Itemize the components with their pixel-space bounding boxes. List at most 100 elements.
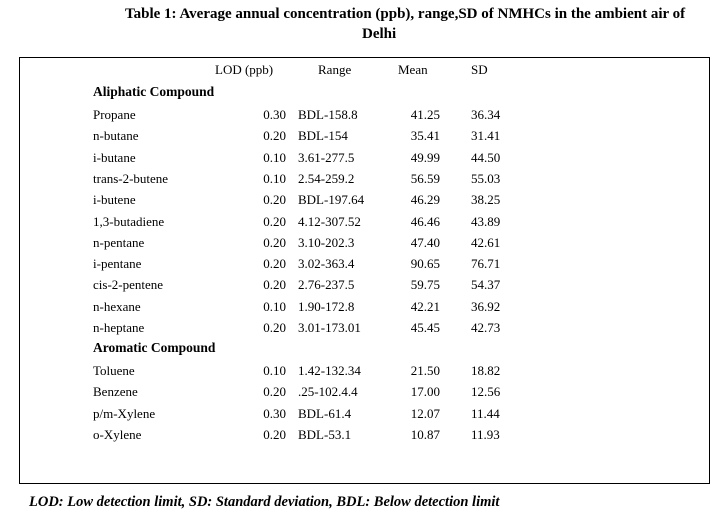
sd-value: 38.25 <box>471 192 501 208</box>
mean-value: 47.40 <box>410 234 440 250</box>
table-row: i-pentane 0.20 3.02-363.4 90.65 76.71 <box>0 253 726 274</box>
range-value: 3.01-173.01 <box>298 320 361 335</box>
range-value: 1.42-132.34 <box>298 363 361 378</box>
mean-value: 35.41 <box>410 128 440 144</box>
sd-value: 44.50 <box>471 149 501 165</box>
mean-value: 46.29 <box>410 192 440 208</box>
lod-value: 0.20 <box>263 128 286 144</box>
lod-value: 0.20 <box>263 277 286 293</box>
mean-value: 12.07 <box>410 405 440 421</box>
header-sd: SD <box>471 62 488 77</box>
sd-value: 76.71 <box>471 256 501 272</box>
footnote: LOD: Low detection limit, SD: Standard d… <box>29 494 500 510</box>
sd-value: 11.93 <box>471 426 500 442</box>
mean-value: 56.59 <box>410 170 440 186</box>
mean-value: 49.99 <box>410 149 440 165</box>
compound-name: p/m-Xylene <box>93 405 156 421</box>
compound-name: n-pentane <box>93 234 145 250</box>
lod-value: 0.20 <box>263 384 286 400</box>
header-lod: LOD (ppb) <box>215 62 274 77</box>
mean-value: 10.87 <box>410 426 440 442</box>
sd-value: 18.82 <box>471 363 501 378</box>
mean-value: 42.21 <box>410 298 440 314</box>
table-row: Propane 0.30 BDL-158.8 41.25 36.34 <box>0 104 726 125</box>
table-row: n-butane 0.20 BDL-154 35.41 31.41 <box>0 125 726 146</box>
range-value: 4.12-307.52 <box>298 213 361 229</box>
table-row: p/m-Xylene 0.30 BDL-61.4 12.07 11.44 <box>0 403 726 424</box>
sd-value: 54.37 <box>471 277 501 293</box>
mean-value: 45.45 <box>410 320 440 335</box>
compound-name: n-hexane <box>93 298 141 314</box>
compound-name: Benzene <box>93 384 138 400</box>
table-row: trans-2-butene 0.10 2.54-259.2 56.59 55.03 <box>0 168 726 189</box>
header-range: Range <box>318 62 352 77</box>
compound-name: Propane <box>93 107 136 122</box>
mean-value: 17.00 <box>410 384 440 400</box>
section-aromatic: Aromatic Compound <box>93 340 216 355</box>
sd-value: 11.44 <box>471 405 500 421</box>
compound-name: trans-2-butene <box>93 170 169 186</box>
range-value: BDL-154 <box>298 128 348 144</box>
table-frame <box>19 57 710 484</box>
lod-value: 0.10 <box>263 149 286 165</box>
range-value: 3.02-363.4 <box>298 256 355 272</box>
range-value: 2.54-259.2 <box>298 170 355 186</box>
range-value: .25-102.4.4 <box>298 384 358 400</box>
mean-value: 46.46 <box>410 213 440 229</box>
range-value: 3.10-202.3 <box>298 234 355 250</box>
lod-value: 0.10 <box>263 298 286 314</box>
compound-name: o-Xylene <box>93 426 142 442</box>
table-row: 1,3-butadiene 0.20 4.12-307.52 46.46 43.89 <box>0 211 726 232</box>
mean-value: 41.25 <box>410 107 440 122</box>
range-value: 1.90-172.8 <box>298 298 355 314</box>
table-title-line1: Table 1: Average annual concentration (p… <box>125 6 686 22</box>
table-row: i-butene 0.20 BDL-197.64 46.29 38.25 <box>0 189 726 210</box>
range-value: BDL-158.8 <box>298 107 358 122</box>
header-mean: Mean <box>398 62 428 77</box>
compound-name: 1,3-butadiene <box>93 213 165 229</box>
table-row: n-pentane 0.20 3.10-202.3 47.40 42.61 <box>0 232 726 253</box>
lod-value: 0.20 <box>263 192 286 208</box>
compound-name: n-heptane <box>93 320 145 335</box>
lod-value: 0.20 <box>263 320 286 335</box>
sd-value: 43.89 <box>471 213 501 229</box>
mean-value: 90.65 <box>410 256 440 272</box>
table-title-line2: Delhi <box>362 26 397 42</box>
compound-name: i-pentane <box>93 256 142 272</box>
sd-value: 31.41 <box>471 128 501 144</box>
sd-value: 55.03 <box>471 170 501 186</box>
compound-name: cis-2-pentene <box>93 277 164 293</box>
range-value: BDL-53.1 <box>298 426 352 442</box>
section-aliphatic: Aliphatic Compound <box>93 84 215 99</box>
range-value: 3.61-277.5 <box>298 149 355 165</box>
range-value: BDL-197.64 <box>298 192 365 208</box>
lod-value: 0.30 <box>263 405 286 421</box>
lod-value: 0.20 <box>263 213 286 229</box>
compound-name: n-butane <box>93 128 139 144</box>
mean-value: 59.75 <box>410 277 440 293</box>
sd-value: 12.56 <box>471 384 501 400</box>
sd-value: 36.34 <box>471 107 501 122</box>
lod-value: 0.10 <box>263 363 286 378</box>
table-row: Benzene 0.20 .25-102.4.4 17.00 12.56 <box>0 381 726 402</box>
table-row: cis-2-pentene 0.20 2.76-237.5 59.75 54.37 <box>0 274 726 295</box>
table-row: o-Xylene 0.20 BDL-53.1 10.87 11.93 <box>0 424 726 445</box>
table-row: i-butane 0.10 3.61-277.5 49.99 44.50 <box>0 147 726 168</box>
compound-name: i-butane <box>93 149 136 165</box>
table-row: n-hexane 0.10 1.90-172.8 42.21 36.92 <box>0 296 726 317</box>
range-value: BDL-61.4 <box>298 405 352 421</box>
compound-name: Toluene <box>93 363 135 378</box>
table-row: Toluene 0.10 1.42-132.34 21.50 18.82 <box>0 360 726 381</box>
lod-value: 0.30 <box>263 107 286 122</box>
table-title: Table 1: Average annual concentration (p… <box>100 4 726 44</box>
mean-value: 21.50 <box>410 363 440 378</box>
sd-value: 36.92 <box>471 298 501 314</box>
sd-value: 42.61 <box>471 234 501 250</box>
table-row: n-heptane 0.20 3.01-173.01 45.45 42.73 <box>0 317 726 338</box>
lod-value: 0.20 <box>263 234 286 250</box>
lod-value: 0.20 <box>263 426 286 442</box>
compound-name: i-butene <box>93 192 136 208</box>
range-value: 2.76-237.5 <box>298 277 355 293</box>
lod-value: 0.20 <box>263 256 286 272</box>
lod-value: 0.10 <box>263 170 286 186</box>
